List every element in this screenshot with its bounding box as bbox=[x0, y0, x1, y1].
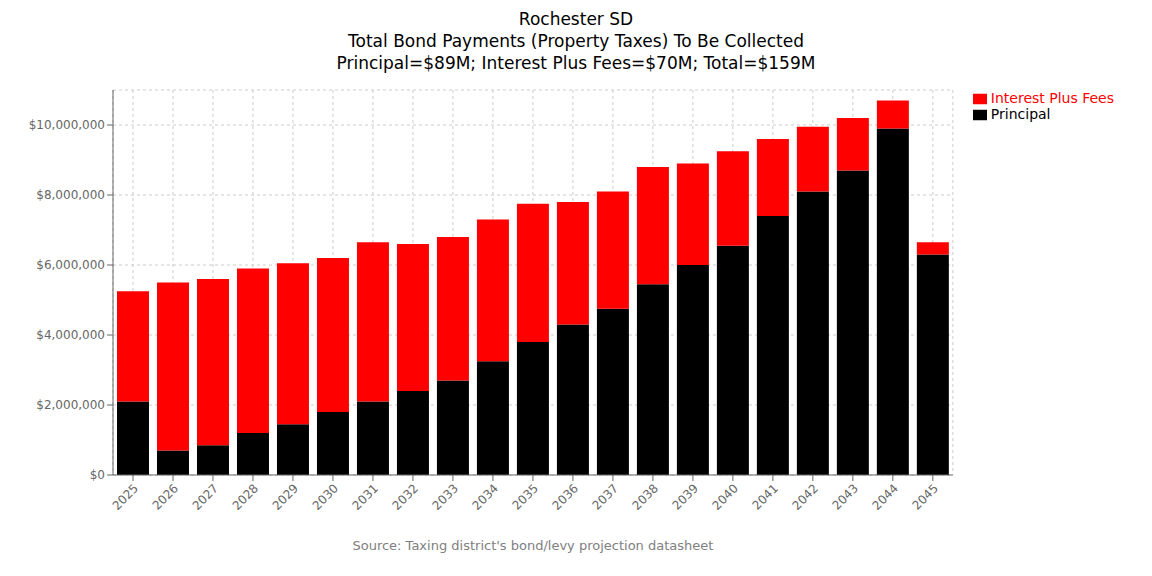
svg-text:2029: 2029 bbox=[270, 481, 301, 512]
svg-text:2027: 2027 bbox=[190, 481, 221, 512]
html-text:Principal: Principal bbox=[990, 106, 1051, 122]
svg-text:2040: 2040 bbox=[710, 481, 741, 512]
svg-text:2038: 2038 bbox=[630, 481, 661, 512]
html-text:Interest Plus Fees: Interest Plus Fees bbox=[990, 90, 1114, 106]
svg-text:2034: 2034 bbox=[470, 481, 501, 512]
svg-text:2033: 2033 bbox=[430, 481, 461, 512]
svg-text:Source: Taxing district's bond: Source: Taxing district's bond/levy proj… bbox=[352, 538, 713, 553]
svg-text:2025: 2025 bbox=[110, 481, 141, 512]
svg-text:$4,000,000: $4,000,000 bbox=[36, 328, 105, 342]
svg-text:2026: 2026 bbox=[150, 481, 181, 512]
html-text:Principal=$89M; Interest Plus: Principal=$89M; Interest Plus Fees=$70M;… bbox=[336, 53, 816, 73]
svg-text:2041: 2041 bbox=[750, 481, 781, 512]
svg-text:2044: 2044 bbox=[870, 481, 901, 512]
svg-text:$10,000,000: $10,000,000 bbox=[29, 118, 105, 132]
svg-text:2042: 2042 bbox=[790, 481, 821, 512]
svg-text:2037: 2037 bbox=[590, 481, 621, 512]
svg-text:$8,000,000: $8,000,000 bbox=[36, 188, 105, 202]
svg-text:2032: 2032 bbox=[390, 481, 421, 512]
svg-text:2045: 2045 bbox=[909, 481, 940, 512]
svg-text:$0: $0 bbox=[90, 468, 105, 482]
svg-text:$2,000,000: $2,000,000 bbox=[36, 398, 105, 412]
svg-text:2036: 2036 bbox=[550, 481, 581, 512]
html-text:Rochester SD: Rochester SD bbox=[518, 9, 634, 29]
svg-text:$6,000,000: $6,000,000 bbox=[36, 258, 105, 272]
svg-text:2043: 2043 bbox=[830, 481, 861, 512]
svg-text:2031: 2031 bbox=[350, 481, 381, 512]
svg-text:2028: 2028 bbox=[230, 481, 261, 512]
svg-text:2035: 2035 bbox=[510, 481, 541, 512]
html-text:Total Bond Payments (Property: Total Bond Payments (Property Taxes) To … bbox=[348, 31, 804, 51]
svg-text:2030: 2030 bbox=[310, 481, 341, 512]
svg-text:2039: 2039 bbox=[670, 481, 701, 512]
